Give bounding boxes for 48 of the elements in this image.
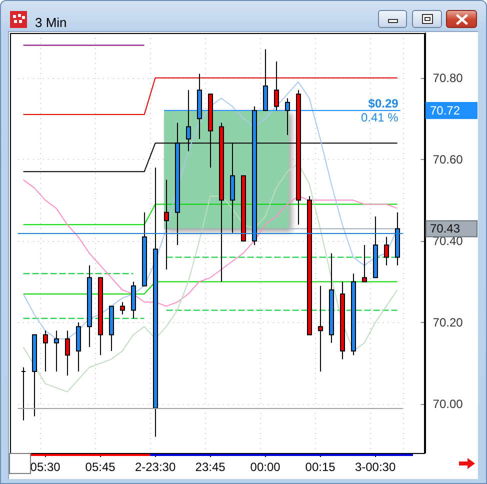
- candlestick: [76, 322, 81, 372]
- x-tick-label: 05:30: [30, 460, 61, 474]
- candlestick: [285, 98, 290, 136]
- candlestick: [32, 334, 37, 417]
- annotation: 0.41 %: [360, 110, 399, 124]
- candlestick: [384, 236, 389, 266]
- x-tick-label: 3-00:30: [354, 460, 396, 474]
- candlestick: [131, 281, 136, 319]
- chart-title: 3 Min: [35, 15, 67, 30]
- y-tick-label: 70.20: [432, 316, 464, 330]
- ref-line-label: 70.72: [430, 103, 460, 118]
- line-series: [22, 162, 398, 392]
- x-tick-label: 00:00: [250, 460, 281, 474]
- candlestick: [98, 277, 103, 356]
- candlestick: [109, 306, 114, 352]
- candlestick: [318, 285, 323, 372]
- candlestick: [153, 167, 158, 438]
- candlestick: [307, 196, 312, 336]
- candlestick: [373, 216, 378, 278]
- annotation: $0.29: [368, 96, 399, 110]
- candlestick: [21, 366, 26, 421]
- x-tick-label: 00:15: [305, 460, 336, 474]
- y-tick-label: 70.00: [432, 397, 464, 412]
- candlestick: [340, 281, 345, 360]
- candlestick: [142, 212, 147, 286]
- candlestick: [54, 330, 59, 372]
- candlestick: [43, 330, 48, 372]
- x-tick-label: 2-23:30: [134, 460, 176, 474]
- candlestick: [362, 244, 367, 282]
- candlestick: [329, 252, 334, 344]
- candlestick: [241, 175, 246, 242]
- candlestick: [274, 61, 279, 111]
- y-tick-label: 70.60: [432, 152, 464, 166]
- candlestick: [351, 273, 356, 356]
- candlestick: [120, 302, 125, 315]
- candlestick: [87, 264, 92, 348]
- line-series: [22, 179, 398, 307]
- y-tick-label: 70.40: [432, 234, 464, 248]
- candlestick: [197, 73, 202, 140]
- candlestick: [65, 330, 70, 376]
- candlestick: [164, 179, 169, 270]
- candlestick: [395, 212, 400, 266]
- candlestick: [263, 48, 268, 111]
- x-tick-label: 05:45: [85, 460, 116, 474]
- y-tick-label: 70.80: [432, 70, 464, 85]
- x-tick-label: 23:45: [195, 460, 226, 474]
- ref-line-label: 70.43: [430, 222, 460, 236]
- line-series: [22, 81, 398, 340]
